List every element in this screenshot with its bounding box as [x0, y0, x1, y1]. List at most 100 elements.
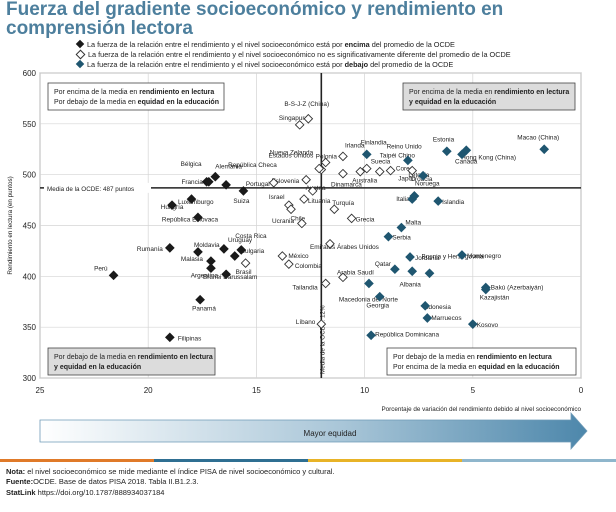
point-rep-blica-dominicana — [366, 330, 376, 341]
point-label: Estados Unidos — [269, 153, 314, 160]
point-label: Perú — [94, 265, 108, 272]
point-label: Alemania — [215, 164, 242, 171]
quadrant-bottom-left-box — [47, 347, 216, 376]
point-label: Grecia — [356, 216, 375, 223]
point-label: Italia — [396, 196, 410, 203]
point-label: Lituania — [308, 198, 331, 205]
point-per- — [108, 270, 119, 281]
equity-arrow — [39, 411, 588, 451]
point-australia — [355, 166, 366, 177]
point-nueva-zelanda — [314, 163, 324, 174]
point-label: Austria — [306, 185, 326, 192]
y-tick-label: 500 — [23, 171, 37, 180]
quadrant-top-right-text-part: y equidad en la educación — [409, 99, 496, 106]
quadrant-top-right-text-part: rendimiento en lectura — [494, 89, 569, 96]
point-label: Georgia — [366, 303, 389, 310]
point-turqu-a — [329, 204, 340, 215]
point-label: Ucrania — [272, 218, 294, 225]
point-jap-n — [407, 165, 418, 176]
point-hungr-a — [186, 194, 197, 204]
point-label: Bosnia y Herzegovina — [422, 253, 485, 260]
point-m-xico — [277, 251, 288, 261]
point-label: Kazajistán — [480, 295, 510, 302]
point-label: Finlandia — [361, 139, 387, 146]
point-brasil — [240, 258, 251, 268]
quadrant-bottom-left-text-part: rendimiento en lectura — [138, 354, 213, 361]
quadrant-top-left-text-part: Por encima de la media en — [54, 89, 139, 96]
point-label: Jordania — [415, 255, 440, 262]
grid-lines — [39, 72, 582, 379]
y-tick-label: 600 — [23, 69, 37, 78]
point-macedonia-del-norte — [364, 278, 374, 289]
quadrant-bottom-right-text-part: Por encima de la media en — [393, 364, 478, 371]
footer-statlink[interactable]: StatLink https://doi.org/10.1787/8889340… — [6, 488, 165, 497]
x-tick-label: 15 — [252, 386, 261, 395]
point-label: Filipinas — [178, 335, 201, 342]
point-label: Moldavia — [194, 242, 220, 249]
point-alemania — [210, 171, 221, 182]
oecd-mean-variance-label: Media de la OCDE: 12% — [319, 305, 326, 374]
point-qatar — [390, 264, 400, 275]
point-suiza — [238, 186, 249, 196]
y-axis-label: Rendimiento en lectura (en puntos) — [7, 176, 14, 274]
quadrant-bottom-right-text: Por encima de la media en equidad en la … — [393, 364, 560, 371]
legend-item-below: La fuerza de la relación entre el rendim… — [75, 59, 453, 69]
quadrant-boxes: Por encima de la media en rendimiento en… — [47, 82, 577, 376]
quadrant-top-left-text-part: Por debajo de la media en — [54, 99, 138, 106]
x-tick-label: 5 — [471, 386, 476, 395]
point-label: Polonia — [316, 153, 338, 160]
point-label: Bélgica — [181, 161, 202, 168]
point-argentina — [221, 269, 231, 280]
point-label: Israel — [269, 194, 285, 201]
point-label: Arabia Saudí — [337, 269, 374, 276]
point-kosovo — [467, 319, 478, 329]
point-serbia — [383, 231, 394, 242]
point-label: Irlanda — [345, 142, 365, 149]
x-axis-label: Porcentaje de variación del rendimiento … — [381, 406, 581, 413]
data-points — [108, 113, 550, 343]
point-b-s-j-z-china- — [303, 113, 314, 124]
point-filipinas — [165, 332, 175, 343]
point-label: Malasia — [181, 256, 203, 263]
point-canad- — [457, 149, 467, 160]
point-corea — [403, 155, 413, 166]
point-marruecos — [422, 313, 433, 323]
quadrant-top-right-text-part: Por encima de la media en — [409, 89, 494, 96]
chart-title: Fuerza del gradiente socioeconómico y re… — [6, 0, 504, 39]
point-estonia — [441, 146, 452, 157]
point-brunei-darussalam — [206, 263, 216, 274]
point-label: Suecia — [371, 159, 391, 166]
y-tick-label: 550 — [23, 120, 37, 129]
point-taip-i-chino — [374, 166, 385, 177]
quadrant-bottom-left-text: y equidad en la educación — [54, 364, 141, 371]
quadrant-top-left-text: Por debajo de la media en equidad en la … — [54, 99, 219, 106]
quadrant-top-left-box — [47, 82, 225, 111]
point-label: Portugal — [246, 181, 270, 188]
point-label: Eslovenia — [271, 178, 299, 185]
point-label: Emiratos Árabes Unidos — [310, 242, 379, 251]
point-emiratos-rabes-unidos — [325, 238, 335, 249]
point-panam- — [195, 294, 205, 305]
quadrant-bottom-left-text-part: y equidad en la educación — [54, 364, 141, 371]
quadrant-top-left-text-part: rendimiento en lectura — [139, 89, 214, 96]
point-label: Kosovo — [477, 322, 499, 329]
point-label: Japón — [398, 176, 416, 183]
footer-stripe-orange — [0, 459, 154, 462]
quadrant-top-right-box — [402, 82, 576, 111]
axes: 25 20 15 10 5 0 300 350 400 450 500 550 600 Rendimien… — [7, 69, 584, 413]
x-tick-label: 0 — [579, 386, 584, 395]
point-label: Albania — [400, 281, 422, 288]
point-label: Nueva Zelanda — [270, 150, 314, 157]
point-dinamarca — [338, 168, 348, 179]
point-label: Noruega — [415, 181, 440, 188]
point-label: Costa Rica — [235, 233, 267, 240]
point-label: Qatar — [375, 261, 392, 268]
point-label: Malta — [405, 220, 421, 227]
footer-source: Fuente:OCDE. Base de datos PISA 2018. Ta… — [6, 477, 199, 486]
point-uruguay — [219, 244, 229, 254]
point-tailandia — [320, 278, 331, 289]
point-eslovenia — [301, 174, 312, 185]
footer-stripe-yellow — [308, 459, 462, 462]
point-label: Macao (China) — [517, 134, 559, 141]
point-label: México — [288, 253, 309, 260]
